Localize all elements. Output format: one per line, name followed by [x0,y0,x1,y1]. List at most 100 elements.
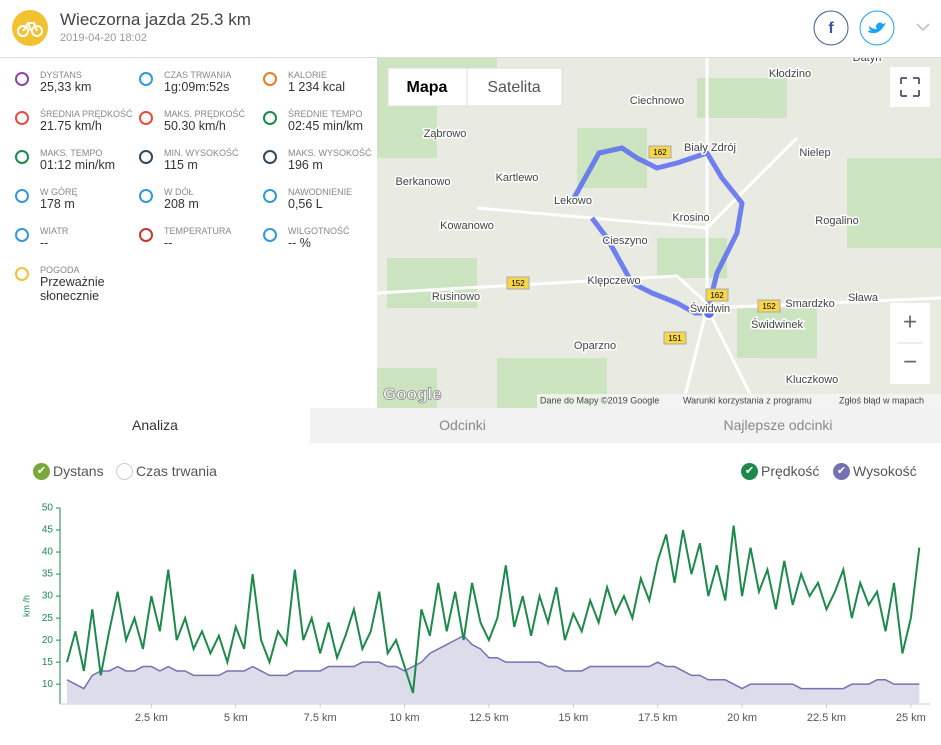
stat-value: 25,33 km [40,80,92,94]
stat-value: 208 m [164,197,199,211]
facebook-icon[interactable]: f [828,20,834,37]
place-label: Sława [848,292,879,304]
stat-label: W DÓŁ [164,187,194,197]
toggle-label[interactable]: Prędkość [761,463,820,479]
y-tick-label: 30 [42,591,54,602]
stat-icon [263,111,277,125]
toggle-label[interactable]: Czas trwania [136,463,217,479]
stat-icon [263,150,277,164]
stat-label: ŚREDNIA PRĘDKOŚĆ [40,109,133,119]
stat-value: 115 m [164,158,198,172]
twitter-icon[interactable] [868,22,886,34]
road-badge [757,299,781,313]
map-footer: Warunki korzystania z programu [683,395,812,405]
stat-label: NAWODNIENIE [288,187,353,197]
y-tick-label: 35 [42,569,54,580]
stat-icon [15,189,29,203]
y-axis-title: km /h [21,595,31,617]
place-label: Rogalino [815,215,858,227]
place-label: Klępczewo [587,275,640,287]
place-label: Smardzko [785,298,835,310]
stat-label: WIATR [40,226,69,236]
date: 2019-04-20 18:02 [60,32,147,44]
toggle-label[interactable]: Wysokość [853,463,917,479]
title: Wieczorna jazda 25.3 km [60,10,251,29]
place-label: Lekowo [554,195,592,207]
stat-icon [263,72,277,86]
place-label: Oparzno [574,340,616,352]
map-button[interactable]: Satelita [487,79,540,96]
x-tick-label: 17.5 km [638,712,677,724]
y-tick-label: 10 [42,679,54,690]
place-label: Świdwinek [751,318,803,331]
tab[interactable]: Odcinki [310,408,615,443]
place-label: Cieszyno [602,235,647,247]
stat-value: -- [164,236,173,250]
stat-icon [139,189,153,203]
zoom-in[interactable]: + [903,308,917,335]
tab[interactable]: Najlepsze odcinki [615,408,941,443]
stat-label: W GÓRĘ [40,187,78,197]
road-number: 162 [710,291,724,300]
place-label: Ciechnowo [630,95,684,107]
stats-panel: DYSTANS 25,33 km CZAS TRWANIA 1g:09m:52s KAL… [0,58,377,408]
x-tick-label: 2.5 km [135,712,168,724]
place-label: Nielep [799,147,830,159]
toggle-checkbox[interactable]: ✔ [833,463,850,480]
stat-label: MAKS. PRĘDKOŚĆ [164,109,246,119]
route [571,145,745,316]
map[interactable]: Kłodzino Ciechnowo Ząbrowo Biały Zdrój Niele… [377,58,941,408]
toggle-checkbox[interactable] [116,463,133,480]
stat-value: 02:45 min/km [288,119,364,133]
road-badge [506,276,530,290]
stat-icon [15,150,29,164]
place-label: Datyń [853,58,882,64]
tab[interactable]: Analiza [0,408,310,443]
activity-icon [12,10,48,46]
y-tick-label: 25 [42,613,54,624]
stat-icon [15,228,29,242]
map-footer: Dane do Mapy ©2019 Google [540,395,659,405]
zoom-out[interactable]: − [903,348,917,375]
route-marker [702,306,716,320]
stat-label: TEMPERATURA [164,226,232,236]
road-number: 162 [653,148,667,157]
place-label: Kluczkowo [786,374,839,386]
map-footer: Zgłoś błąd w mapach [839,395,924,405]
share[interactable]: f [813,10,933,48]
stat-value: 01:12 min/km [40,158,116,172]
toggle-checkbox[interactable]: ✔ [33,463,50,480]
fullscreen[interactable] [890,67,930,107]
map-button[interactable]: Mapa [407,79,448,96]
road-badge [705,288,729,302]
stat-label: CZAS TRWANIA [164,70,232,80]
stat-icon [15,72,29,86]
stat-value: 0,56 L [288,197,323,211]
y-tick-label: 50 [42,503,54,514]
x-tick-label: 7.5 km [304,712,337,724]
road-badge [663,331,687,345]
road-number: 151 [668,334,682,343]
stat-label: DYSTANS [40,70,82,80]
stat-icon [139,150,153,164]
toggle-checkbox[interactable]: ✔ [741,463,758,480]
chart: km /h 10 15 20 25 30 35 40 45 50 2.5 km 5 km 7.5 km… [21,503,930,724]
y-tick-label: 15 [42,657,54,668]
road-badge [648,145,672,159]
stat-label: MAKS. TEMPO [40,148,103,158]
place-label: Biały Zdrój [684,142,736,154]
stat-value: 21.75 km/h [40,119,102,133]
google-logo: Google [383,384,442,403]
stat-value: Przeważnie słonecznie [40,275,105,303]
stat-value: 1 234 kcal [288,80,345,94]
x-tick-label: 5 km [224,712,248,724]
toggle-label[interactable]: Dystans [53,463,104,479]
x-tick-label: 12.5 km [469,712,508,724]
stat-value: -- % [288,236,311,250]
x-tick-label: 15 km [558,712,588,724]
map-type-control[interactable] [387,67,563,107]
place-label: Kłodzino [769,68,811,80]
stat-label: WILGOTNOŚĆ [288,226,350,236]
stat-icon [139,111,153,125]
